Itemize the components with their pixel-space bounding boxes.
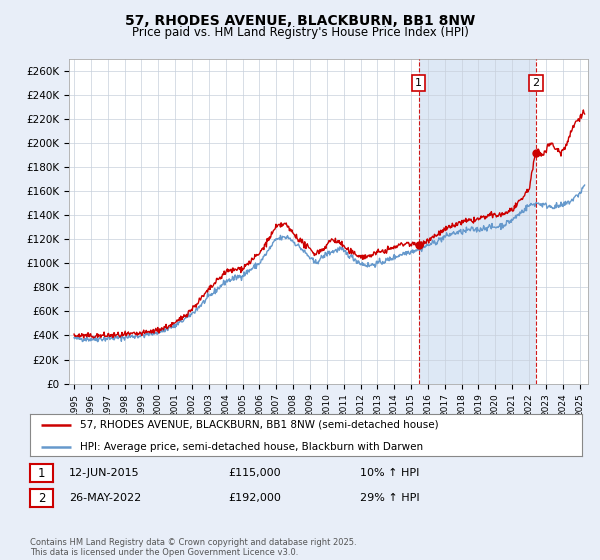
Text: £115,000: £115,000 — [228, 468, 281, 478]
Text: 57, RHODES AVENUE, BLACKBURN, BB1 8NW: 57, RHODES AVENUE, BLACKBURN, BB1 8NW — [125, 14, 475, 28]
Text: 57, RHODES AVENUE, BLACKBURN, BB1 8NW (semi-detached house): 57, RHODES AVENUE, BLACKBURN, BB1 8NW (s… — [80, 420, 439, 430]
Text: 12-JUN-2015: 12-JUN-2015 — [69, 468, 140, 478]
Bar — [419, 59, 536, 384]
Text: £192,000: £192,000 — [228, 493, 281, 503]
Text: 26-MAY-2022: 26-MAY-2022 — [69, 493, 141, 503]
Text: 2: 2 — [38, 492, 45, 505]
Text: Price paid vs. HM Land Registry's House Price Index (HPI): Price paid vs. HM Land Registry's House … — [131, 26, 469, 39]
Text: 10% ↑ HPI: 10% ↑ HPI — [360, 468, 419, 478]
Text: 29% ↑ HPI: 29% ↑ HPI — [360, 493, 419, 503]
Text: 2: 2 — [532, 78, 539, 88]
Text: 1: 1 — [38, 466, 45, 480]
Text: HPI: Average price, semi-detached house, Blackburn with Darwen: HPI: Average price, semi-detached house,… — [80, 442, 423, 452]
Text: Contains HM Land Registry data © Crown copyright and database right 2025.
This d: Contains HM Land Registry data © Crown c… — [30, 538, 356, 557]
Text: 1: 1 — [415, 78, 422, 88]
